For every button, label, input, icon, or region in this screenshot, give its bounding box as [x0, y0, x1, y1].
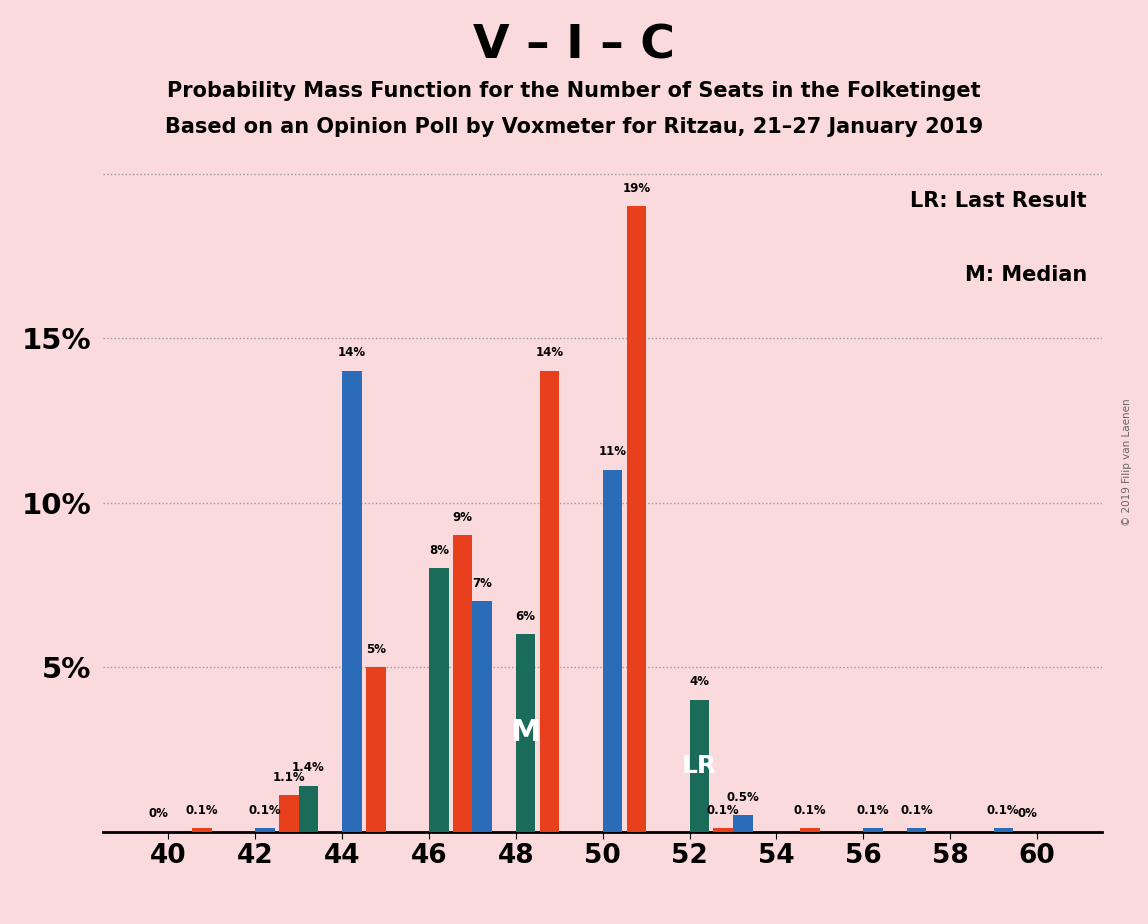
- Bar: [540, 371, 559, 832]
- Text: 0.5%: 0.5%: [727, 791, 759, 804]
- Bar: [603, 469, 622, 832]
- Text: 0.1%: 0.1%: [793, 804, 827, 817]
- Bar: [452, 536, 473, 832]
- Text: 0%: 0%: [1017, 807, 1037, 821]
- Text: 0.1%: 0.1%: [249, 804, 281, 817]
- Text: 4%: 4%: [689, 675, 709, 688]
- Text: V – I – C: V – I – C: [473, 23, 675, 68]
- Bar: [279, 796, 298, 832]
- Bar: [690, 700, 709, 832]
- Bar: [907, 828, 926, 832]
- Bar: [800, 828, 820, 832]
- Bar: [713, 828, 732, 832]
- Text: M: Median: M: Median: [964, 265, 1087, 285]
- Text: 0.1%: 0.1%: [900, 804, 933, 817]
- Text: 5%: 5%: [366, 642, 386, 655]
- Text: 1.1%: 1.1%: [272, 771, 305, 784]
- Text: 0.1%: 0.1%: [707, 804, 739, 817]
- Text: © 2019 Filip van Laenen: © 2019 Filip van Laenen: [1123, 398, 1132, 526]
- Text: 14%: 14%: [338, 346, 366, 359]
- Text: 8%: 8%: [428, 544, 449, 557]
- Bar: [298, 785, 318, 832]
- Text: 0.1%: 0.1%: [856, 804, 890, 817]
- Text: 0.1%: 0.1%: [987, 804, 1019, 817]
- Text: M: M: [511, 718, 541, 748]
- Bar: [193, 828, 212, 832]
- Bar: [366, 667, 386, 832]
- Text: 19%: 19%: [622, 182, 651, 195]
- Text: LR: Last Result: LR: Last Result: [910, 191, 1087, 211]
- Bar: [515, 634, 535, 832]
- Text: 6%: 6%: [515, 610, 536, 623]
- Text: 7%: 7%: [472, 577, 492, 590]
- Bar: [732, 815, 753, 832]
- Bar: [627, 206, 646, 832]
- Text: Based on an Opinion Poll by Voxmeter for Ritzau, 21–27 January 2019: Based on an Opinion Poll by Voxmeter for…: [165, 117, 983, 138]
- Bar: [993, 828, 1013, 832]
- Text: 14%: 14%: [535, 346, 564, 359]
- Text: LR: LR: [682, 754, 716, 778]
- Text: 0%: 0%: [149, 807, 169, 821]
- Bar: [342, 371, 362, 832]
- Bar: [429, 568, 449, 832]
- Bar: [473, 602, 492, 832]
- Text: 0.1%: 0.1%: [186, 804, 218, 817]
- Bar: [255, 828, 274, 832]
- Text: Probability Mass Function for the Number of Seats in the Folketinget: Probability Mass Function for the Number…: [168, 81, 980, 102]
- Text: 11%: 11%: [598, 445, 627, 458]
- Bar: [863, 828, 883, 832]
- Text: 1.4%: 1.4%: [292, 761, 325, 774]
- Text: 9%: 9%: [452, 511, 473, 524]
